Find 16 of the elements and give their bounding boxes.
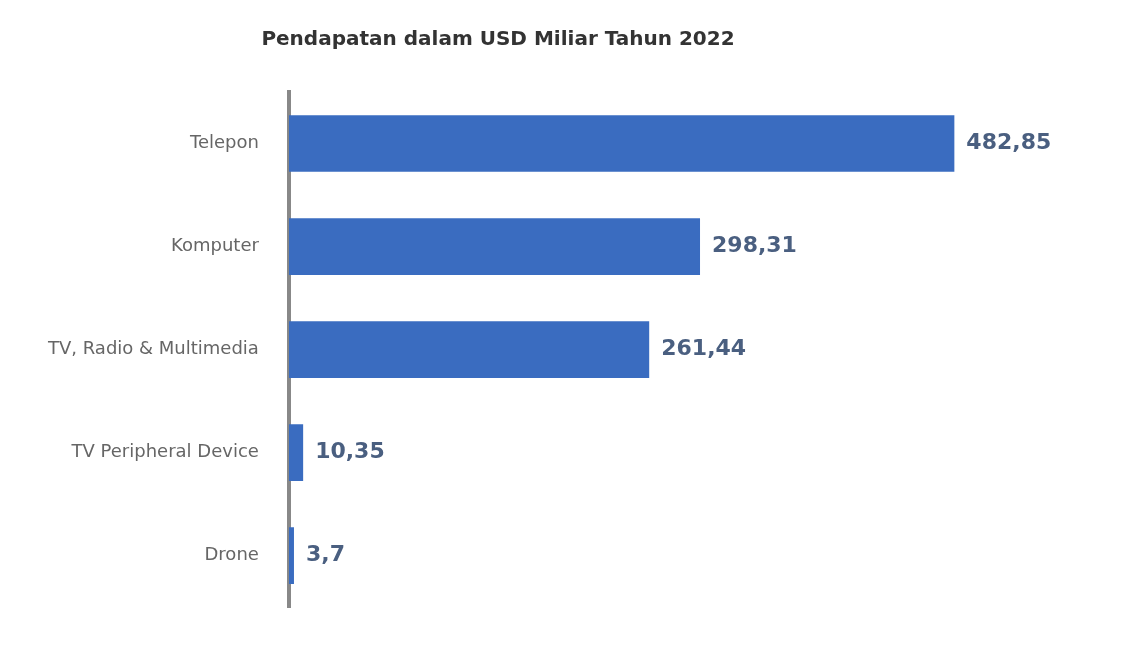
- y-tick-label: Komputer: [171, 234, 260, 256]
- data-label: 298,31: [712, 232, 797, 258]
- chart-title: Pendapatan dalam USD Miliar Tahun 2022: [261, 26, 735, 51]
- bar: [288, 424, 304, 481]
- data-label: 261,44: [661, 335, 747, 361]
- data-label: 10,35: [315, 438, 385, 464]
- bar: [288, 527, 294, 585]
- y-tick-label: Telepon: [188, 131, 259, 153]
- y-tick-label: TV Peripheral Device: [70, 440, 259, 462]
- y-tick-label: TV, Radio & Multimedia: [46, 337, 259, 359]
- bar: [288, 218, 701, 275]
- data-label: 482,85: [966, 129, 1052, 155]
- y-tick-label: Drone: [204, 543, 259, 565]
- bar: [288, 115, 955, 172]
- data-label: 3,7: [305, 541, 345, 567]
- bar: [288, 321, 650, 378]
